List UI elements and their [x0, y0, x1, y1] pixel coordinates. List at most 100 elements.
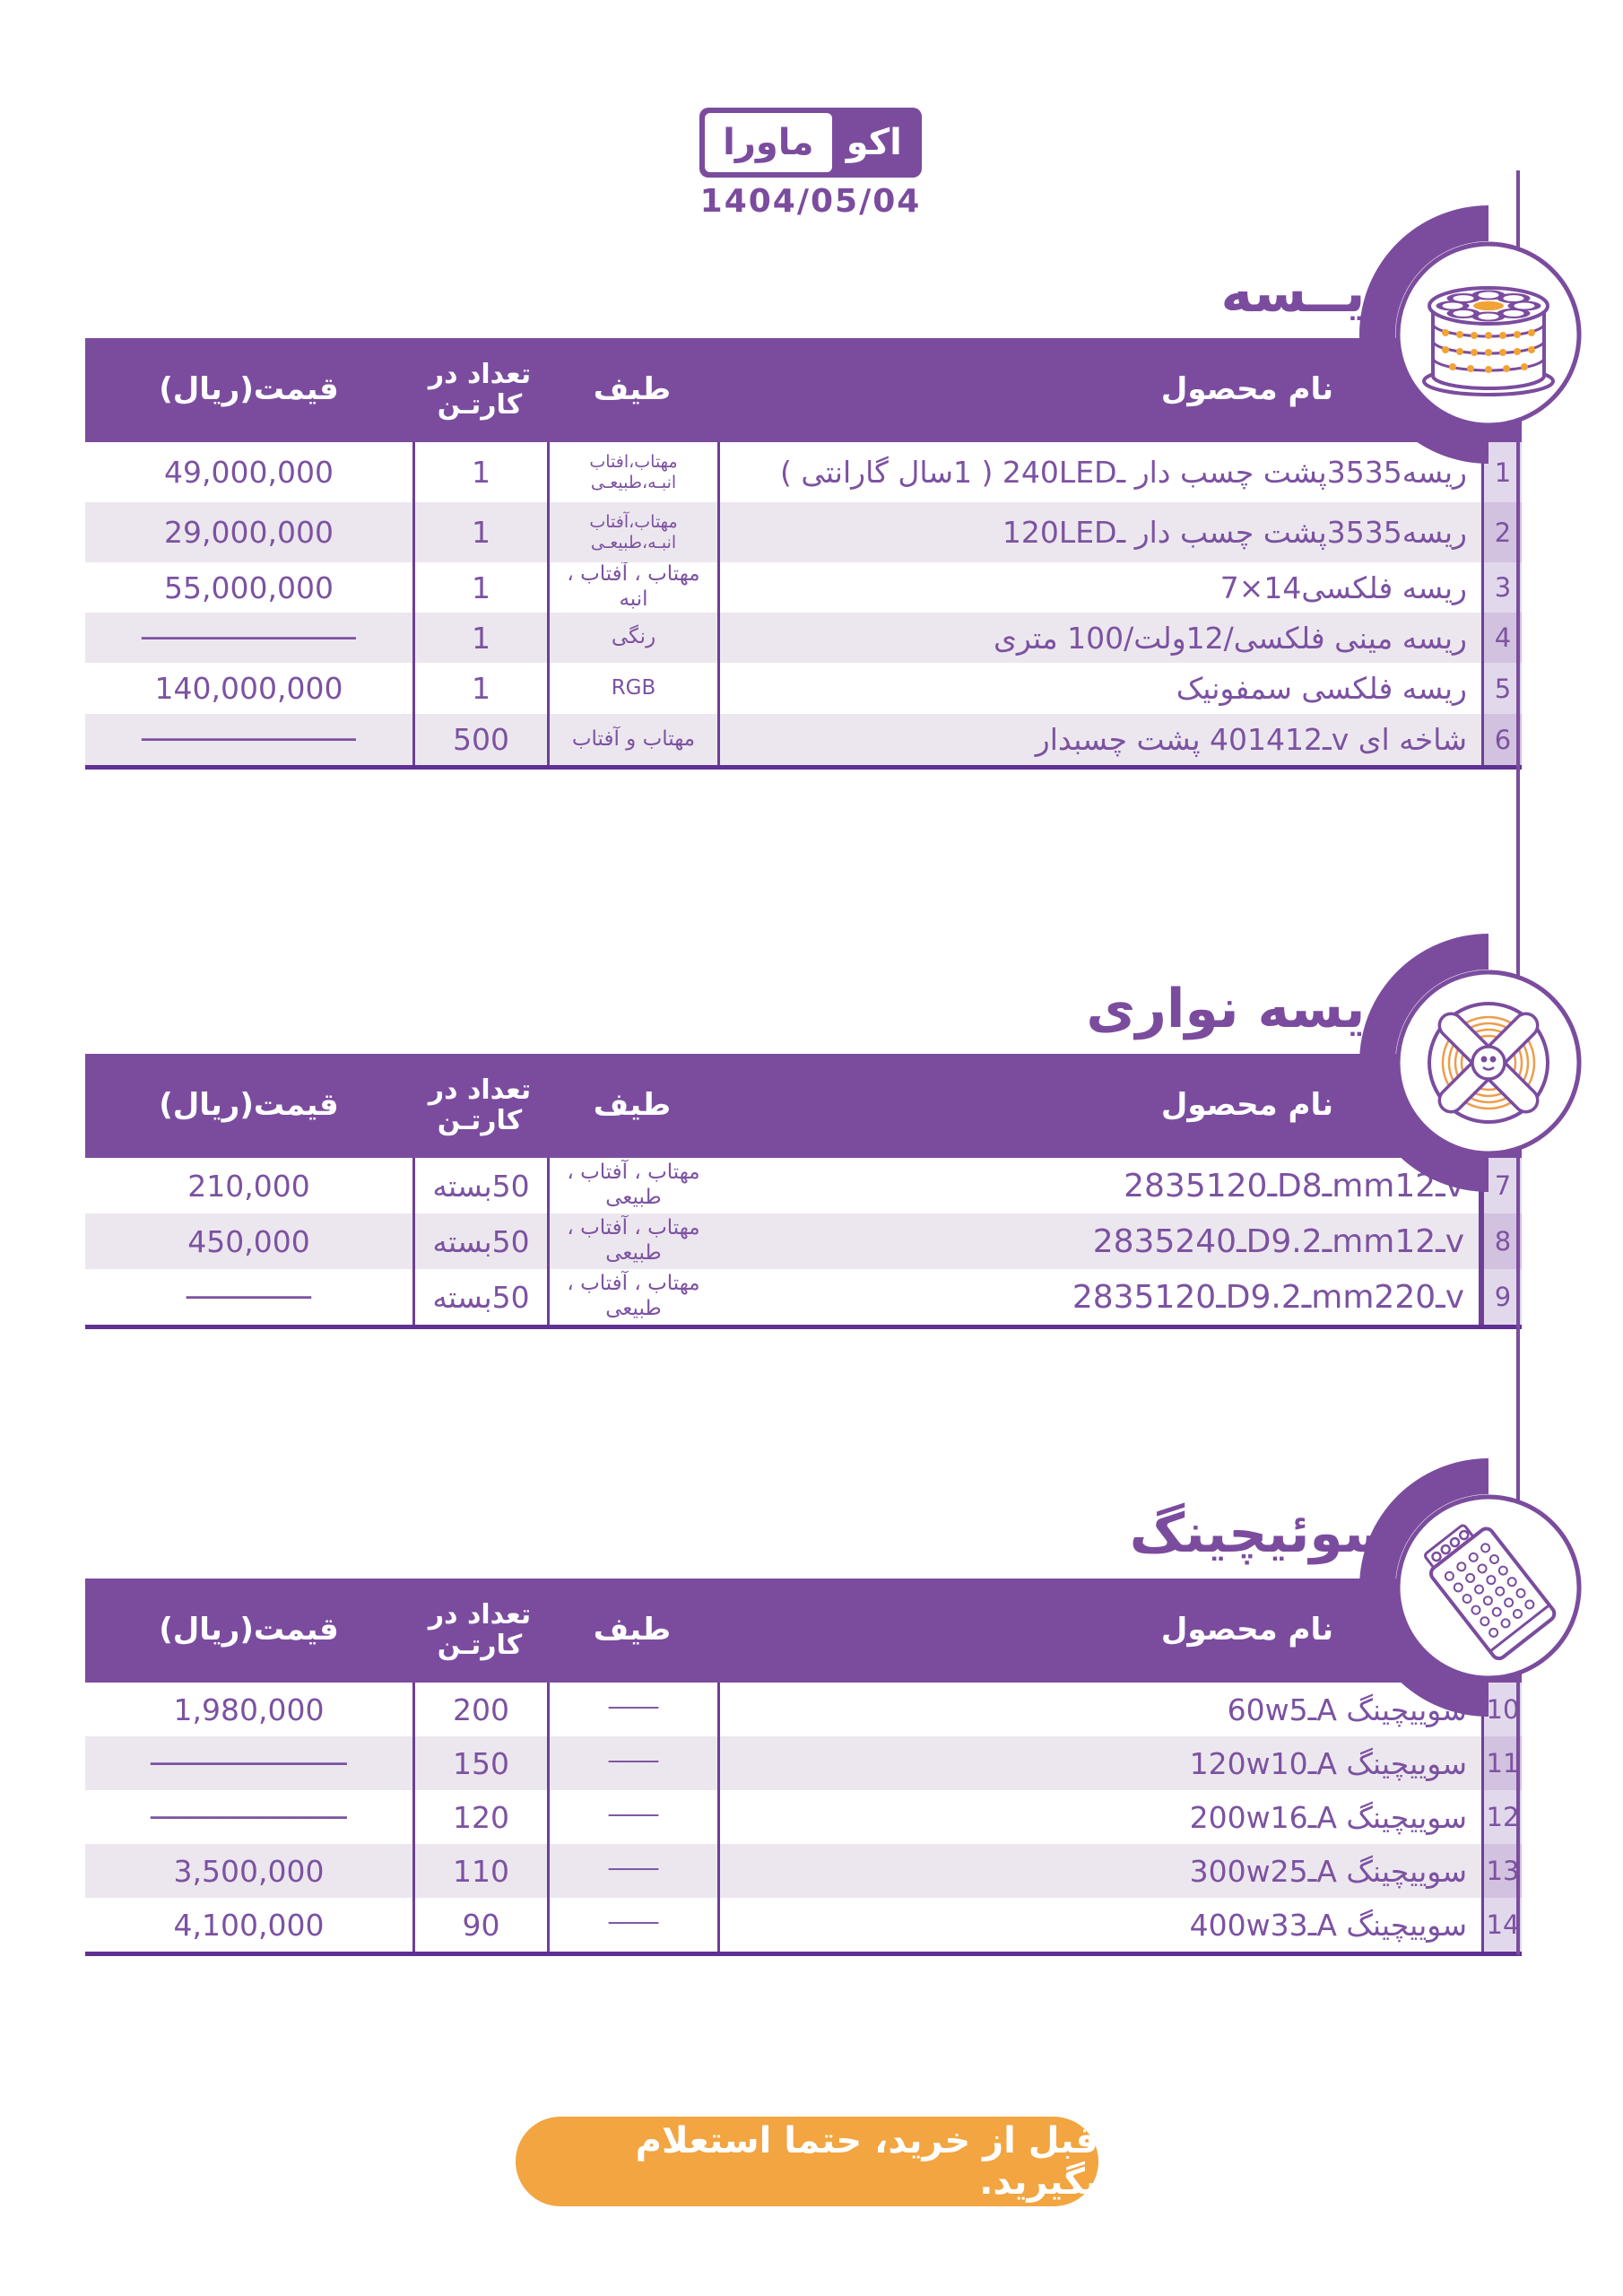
table-body: 10 سوییچینگ ⁦60wـ5A⁩ ──── 200 1,980,000 … [85, 1683, 1522, 1956]
price-list-date: 1404/05/04 [699, 183, 922, 220]
brand-logo: اکو ماورا [699, 108, 922, 178]
col-product: نام محصول [1160, 371, 1333, 408]
row-number: 14 [1481, 1898, 1522, 1952]
table-body: 1 ریسه3535پشت چسب دار ـ⁦240LED⁩ ( 1سال گ… [85, 442, 1522, 770]
product-name: سوییچینگ ⁦200wـ16A⁩ [717, 1790, 1481, 1844]
price-value: ─────────── [151, 1799, 347, 1835]
tape-reel-icon [1359, 934, 1582, 1192]
row-number: 1 [1481, 442, 1522, 502]
section-title: سوئیچینگ [1129, 1502, 1396, 1565]
price-value: ──────────── [142, 722, 356, 757]
product-name: ریسه3535پشت چسب دار ـ⁦240LED⁩ ( 1سال گار… [717, 442, 1481, 502]
table-row: 3 ریسه فلکسی⁦7×14⁩ مهتاب ، آفتاب ، انبه … [85, 562, 1522, 613]
product-name: 2835ـ120Dـ8mmـ12v [717, 1158, 1481, 1213]
qty-value: 1 [412, 562, 547, 613]
col-price: قیمت(ریال) [159, 1612, 339, 1648]
product-name: ریسه3535پشت چسب دار ـ⁦120LED⁩ [717, 502, 1481, 562]
price-value: ──────────── [142, 620, 356, 656]
spectrum-value: ──── [547, 1736, 717, 1790]
price-value: 450,000 [187, 1223, 310, 1259]
product-name: 2835ـ120Dـ9.2mmـ220v [717, 1269, 1481, 1325]
price-value: 210,000 [187, 1168, 310, 1204]
price-value: 1,980,000 [173, 1692, 325, 1727]
row-number: 4 [1481, 613, 1522, 663]
logo-text-mavara: ماورا [705, 113, 832, 172]
price-value: 49,000,000 [164, 455, 334, 490]
table-row: 4 ریسه مینی فلکسی/12ولت/100 متری رنگی 1 … [85, 613, 1522, 663]
section-title: ریسه نواری [1086, 978, 1396, 1040]
spectrum-value: مهتاب و آفتاب [547, 714, 717, 765]
product-name: 2835ـ240Dـ9.2mmـ12v [717, 1213, 1481, 1269]
col-qty-per-carton: تعداد در کارتـن [428, 358, 532, 421]
table-row: 9 2835ـ120Dـ9.2mmـ220v مهتاب ، آفتاب ، ط… [85, 1269, 1522, 1325]
section-switching: سوئیچینگ نام محصول طیف تعداد در کارتـن ق… [85, 1483, 1522, 1958]
qty-value: 90 [412, 1898, 547, 1952]
qty-value: 1 [412, 663, 547, 714]
row-number: 2 [1481, 502, 1522, 562]
col-price: قیمت(ریال) [159, 1087, 339, 1124]
col-spectrum: طیف [593, 1087, 672, 1124]
table-row: 12 سوییچینگ ⁦200wـ16A⁩ ──── 120 ────────… [85, 1790, 1522, 1844]
logo-text-eco: اکو [846, 122, 902, 163]
spectrum-value: مهتاب ، آفتاب ، طبیعی [547, 1269, 717, 1325]
qty-value: 1 [412, 502, 547, 562]
table-body: 7 2835ـ120Dـ8mmـ12v مهتاب ، آفتاب ، طبیع… [85, 1158, 1522, 1329]
col-product: نام محصول [1160, 1087, 1333, 1124]
qty-value: 200 [412, 1683, 547, 1736]
table-row: 10 سوییچینگ ⁦60wـ5A⁩ ──── 200 1,980,000 [85, 1683, 1522, 1736]
product-name: ریسه فلکسی سمفونیک [717, 663, 1481, 714]
product-name: شاخه ای ⁦4014ـ12v⁩ پشت چسبدار [717, 714, 1481, 765]
product-name: سوییچینگ ⁦60wـ5A⁩ [717, 1683, 1481, 1736]
section-rise: ریــسه نام محصول طیف تعداد در کارتـن قیم… [85, 242, 1522, 865]
price-value: 140,000,000 [154, 671, 343, 706]
row-number: 11 [1481, 1736, 1522, 1790]
power-supply-icon [1359, 1458, 1582, 1717]
table-header: نام محصول طیف تعداد در کارتـن قیمت(ریال) [85, 1578, 1522, 1683]
qty-value: 1 [412, 442, 547, 502]
row-number: 3 [1481, 562, 1522, 613]
product-name: سوییچینگ ⁦120wـ10A⁩ [717, 1736, 1481, 1790]
row-number: 5 [1481, 663, 1522, 714]
table-header: نام محصول طیف تعداد در کارتـن قیمت(ریال) [85, 1054, 1522, 1158]
qty-value: 110 [412, 1844, 547, 1898]
product-name: سوییچینگ ⁦400wـ33A⁩ [717, 1898, 1481, 1952]
table-row: 13 سوییچینگ ⁦300wـ25A⁩ ──── 110 3,500,00… [85, 1844, 1522, 1898]
col-price: قیمت(ریال) [159, 371, 339, 408]
table-row: 14 سوییچینگ ⁦400wـ33A⁩ ──── 90 4,100,000 [85, 1898, 1522, 1952]
table-row: 8 2835ـ240Dـ9.2mmـ12v مهتاب ، آفتاب ، طب… [85, 1213, 1522, 1269]
spectrum-value: مهتاب ، آفتاب ، طبیعی [547, 1213, 717, 1269]
table-row: 1 ریسه3535پشت چسب دار ـ⁦240LED⁩ ( 1سال گ… [85, 442, 1522, 502]
row-number: 8 [1481, 1213, 1522, 1269]
qty-value: 50بسته [412, 1158, 547, 1213]
footer-notice: قبل از خرید، حتما استعلام بگیرید. [516, 2117, 1098, 2206]
col-qty-per-carton: تعداد در کارتـن [428, 1074, 532, 1136]
spectrum-value: ──── [547, 1898, 717, 1952]
price-value: 29,000,000 [164, 515, 334, 550]
row-number: 6 [1481, 714, 1522, 765]
spectrum-value: ──── [547, 1683, 717, 1736]
spectrum-value: مهتاب،افتاب انبـه،طبیعـی [547, 442, 717, 502]
table-header: نام محصول طیف تعداد در کارتـن قیمت(ریال) [85, 338, 1522, 442]
section-strip-led: ریسه نواری نام محصول طیف تعداد در کارتـن… [85, 958, 1522, 1335]
spectrum-value: مهتاب ، آفتاب ، طبیعی [547, 1158, 717, 1213]
price-value: ─────────── [151, 1745, 347, 1781]
product-name: سوییچینگ ⁦300wـ25A⁩ [717, 1844, 1481, 1898]
table-row: 5 ریسه فلکسی سمفونیک RGB 1 140,000,000 [85, 663, 1522, 714]
table-row: 6 شاخه ای ⁦4014ـ12v⁩ پشت چسبدار مهتاب و … [85, 714, 1522, 765]
col-qty-per-carton: تعداد در کارتـن [428, 1598, 532, 1661]
qty-value: 150 [412, 1736, 547, 1790]
qty-value: 500 [412, 714, 547, 765]
spectrum-value: مهتاب،آفتاب انبـه،طبیعـی [547, 502, 717, 562]
spectrum-value: رنگی [547, 613, 717, 663]
qty-value: 120 [412, 1790, 547, 1844]
qty-value: 50بسته [412, 1213, 547, 1269]
qty-value: 1 [412, 613, 547, 663]
price-value: ─────── [186, 1279, 312, 1315]
row-number: 9 [1481, 1269, 1522, 1325]
product-name: ریسه فلکسی⁦7×14⁩ [717, 562, 1481, 613]
product-name: ریسه مینی فلکسی/12ولت/100 متری [717, 613, 1481, 663]
price-value: 4,100,000 [173, 1907, 325, 1943]
table-row: 7 2835ـ120Dـ8mmـ12v مهتاب ، آفتاب ، طبیع… [85, 1158, 1522, 1213]
led-strip-reel-icon [1359, 205, 1582, 464]
